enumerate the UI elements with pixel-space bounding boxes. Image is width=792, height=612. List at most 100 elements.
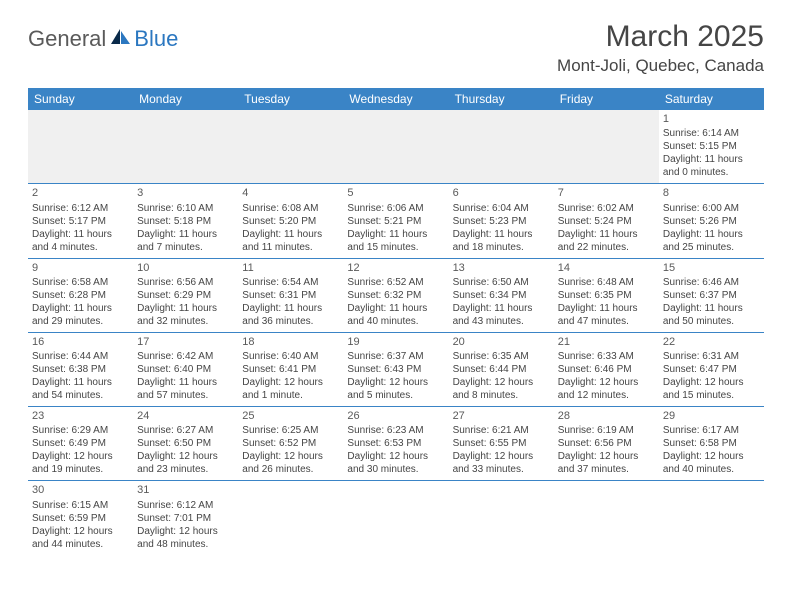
calendar-cell: [659, 481, 764, 555]
day-header: Wednesday: [343, 88, 448, 110]
sunset-text: Sunset: 6:50 PM: [137, 437, 234, 450]
daylight-text: Daylight: 11 hours and 43 minutes.: [453, 302, 550, 328]
calendar-cell: 19Sunrise: 6:37 AMSunset: 6:43 PMDayligh…: [343, 332, 448, 406]
sunset-text: Sunset: 6:31 PM: [242, 289, 339, 302]
daylight-text: Daylight: 12 hours and 8 minutes.: [453, 376, 550, 402]
day-number: 17: [137, 335, 234, 349]
day-header: Tuesday: [238, 88, 343, 110]
daylight-text: Daylight: 11 hours and 11 minutes.: [242, 228, 339, 254]
sunrise-text: Sunrise: 6:31 AM: [663, 350, 760, 363]
calendar-row: 30Sunrise: 6:15 AMSunset: 6:59 PMDayligh…: [28, 481, 764, 555]
daylight-text: Daylight: 11 hours and 29 minutes.: [32, 302, 129, 328]
sunrise-text: Sunrise: 6:02 AM: [558, 202, 655, 215]
daylight-text: Daylight: 12 hours and 48 minutes.: [137, 525, 234, 551]
sunset-text: Sunset: 6:47 PM: [663, 363, 760, 376]
calendar-cell: 17Sunrise: 6:42 AMSunset: 6:40 PMDayligh…: [133, 332, 238, 406]
day-number: 16: [32, 335, 129, 349]
sunset-text: Sunset: 6:28 PM: [32, 289, 129, 302]
calendar-cell: 21Sunrise: 6:33 AMSunset: 6:46 PMDayligh…: [554, 332, 659, 406]
calendar-row: 1Sunrise: 6:14 AMSunset: 5:15 PMDaylight…: [28, 110, 764, 184]
sunset-text: Sunset: 5:17 PM: [32, 215, 129, 228]
day-number: 13: [453, 261, 550, 275]
sunrise-text: Sunrise: 6:44 AM: [32, 350, 129, 363]
calendar-cell: [28, 110, 133, 184]
calendar-cell: [343, 110, 448, 184]
calendar-row: 16Sunrise: 6:44 AMSunset: 6:38 PMDayligh…: [28, 332, 764, 406]
calendar-cell: 7Sunrise: 6:02 AMSunset: 5:24 PMDaylight…: [554, 184, 659, 258]
daylight-text: Daylight: 12 hours and 19 minutes.: [32, 450, 129, 476]
day-number: 27: [453, 409, 550, 423]
sunrise-text: Sunrise: 6:17 AM: [663, 424, 760, 437]
daylight-text: Daylight: 11 hours and 7 minutes.: [137, 228, 234, 254]
day-number: 2: [32, 186, 129, 200]
sunrise-text: Sunrise: 6:35 AM: [453, 350, 550, 363]
daylight-text: Daylight: 11 hours and 54 minutes.: [32, 376, 129, 402]
day-number: 4: [242, 186, 339, 200]
daylight-text: Daylight: 12 hours and 5 minutes.: [347, 376, 444, 402]
sunrise-text: Sunrise: 6:37 AM: [347, 350, 444, 363]
calendar-cell: 2Sunrise: 6:12 AMSunset: 5:17 PMDaylight…: [28, 184, 133, 258]
daylight-text: Daylight: 12 hours and 1 minute.: [242, 376, 339, 402]
calendar-cell: 8Sunrise: 6:00 AMSunset: 5:26 PMDaylight…: [659, 184, 764, 258]
calendar-cell: 11Sunrise: 6:54 AMSunset: 6:31 PMDayligh…: [238, 258, 343, 332]
sunrise-text: Sunrise: 6:00 AM: [663, 202, 760, 215]
month-title: March 2025: [557, 20, 764, 54]
calendar-cell: 6Sunrise: 6:04 AMSunset: 5:23 PMDaylight…: [449, 184, 554, 258]
calendar-cell: [133, 110, 238, 184]
title-block: March 2025 Mont-Joli, Quebec, Canada: [557, 20, 764, 76]
calendar-cell: 18Sunrise: 6:40 AMSunset: 6:41 PMDayligh…: [238, 332, 343, 406]
calendar-cell: [238, 110, 343, 184]
sunset-text: Sunset: 6:38 PM: [32, 363, 129, 376]
sunrise-text: Sunrise: 6:33 AM: [558, 350, 655, 363]
sunrise-text: Sunrise: 6:42 AM: [137, 350, 234, 363]
sunrise-text: Sunrise: 6:25 AM: [242, 424, 339, 437]
calendar-cell: 20Sunrise: 6:35 AMSunset: 6:44 PMDayligh…: [449, 332, 554, 406]
sunset-text: Sunset: 6:44 PM: [453, 363, 550, 376]
sunrise-text: Sunrise: 6:12 AM: [137, 499, 234, 512]
sunset-text: Sunset: 6:41 PM: [242, 363, 339, 376]
day-number: 25: [242, 409, 339, 423]
calendar-cell: 10Sunrise: 6:56 AMSunset: 6:29 PMDayligh…: [133, 258, 238, 332]
sunset-text: Sunset: 5:23 PM: [453, 215, 550, 228]
day-number: 8: [663, 186, 760, 200]
calendar-cell: [343, 481, 448, 555]
sunrise-text: Sunrise: 6:40 AM: [242, 350, 339, 363]
daylight-text: Daylight: 11 hours and 50 minutes.: [663, 302, 760, 328]
calendar-cell: [554, 481, 659, 555]
sunrise-text: Sunrise: 6:27 AM: [137, 424, 234, 437]
calendar-cell: 1Sunrise: 6:14 AMSunset: 5:15 PMDaylight…: [659, 110, 764, 184]
calendar-cell: [238, 481, 343, 555]
calendar-cell: 23Sunrise: 6:29 AMSunset: 6:49 PMDayligh…: [28, 407, 133, 481]
sunrise-text: Sunrise: 6:56 AM: [137, 276, 234, 289]
daylight-text: Daylight: 12 hours and 37 minutes.: [558, 450, 655, 476]
logo-sail-icon: [110, 28, 132, 51]
calendar-cell: [449, 110, 554, 184]
sunrise-text: Sunrise: 6:48 AM: [558, 276, 655, 289]
daylight-text: Daylight: 11 hours and 57 minutes.: [137, 376, 234, 402]
sunrise-text: Sunrise: 6:14 AM: [663, 127, 760, 140]
sunset-text: Sunset: 6:32 PM: [347, 289, 444, 302]
calendar-row: 9Sunrise: 6:58 AMSunset: 6:28 PMDaylight…: [28, 258, 764, 332]
day-number: 28: [558, 409, 655, 423]
day-number: 5: [347, 186, 444, 200]
calendar-cell: 5Sunrise: 6:06 AMSunset: 5:21 PMDaylight…: [343, 184, 448, 258]
day-number: 21: [558, 335, 655, 349]
calendar-cell: 24Sunrise: 6:27 AMSunset: 6:50 PMDayligh…: [133, 407, 238, 481]
day-number: 30: [32, 483, 129, 497]
sunrise-text: Sunrise: 6:08 AM: [242, 202, 339, 215]
day-header: Thursday: [449, 88, 554, 110]
daylight-text: Daylight: 11 hours and 0 minutes.: [663, 153, 760, 179]
sunset-text: Sunset: 6:37 PM: [663, 289, 760, 302]
location: Mont-Joli, Quebec, Canada: [557, 56, 764, 76]
calendar-cell: 12Sunrise: 6:52 AMSunset: 6:32 PMDayligh…: [343, 258, 448, 332]
day-number: 3: [137, 186, 234, 200]
sunrise-text: Sunrise: 6:58 AM: [32, 276, 129, 289]
logo-text-general: General: [28, 26, 106, 52]
sunrise-text: Sunrise: 6:04 AM: [453, 202, 550, 215]
sunrise-text: Sunrise: 6:23 AM: [347, 424, 444, 437]
sunrise-text: Sunrise: 6:19 AM: [558, 424, 655, 437]
day-number: 15: [663, 261, 760, 275]
day-header: Saturday: [659, 88, 764, 110]
sunset-text: Sunset: 5:18 PM: [137, 215, 234, 228]
day-number: 18: [242, 335, 339, 349]
